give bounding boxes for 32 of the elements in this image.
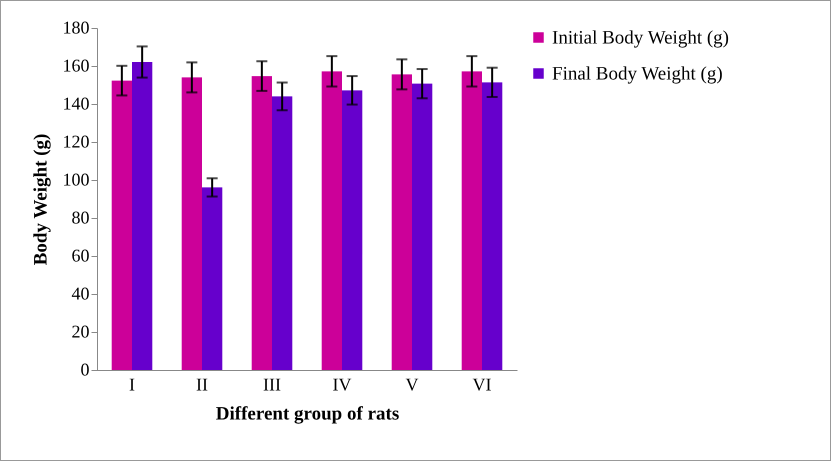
legend-label: Initial Body Weight (g) (552, 28, 730, 48)
y-tick-label: 120 (62, 132, 90, 152)
y-tick-label: 40 (72, 284, 90, 304)
bar (272, 96, 292, 370)
x-tick-label: V (406, 374, 418, 394)
y-tick-label: 80 (72, 208, 90, 228)
bar (392, 74, 412, 370)
bar (462, 71, 482, 370)
y-axis-title: Body Weight (g) (30, 134, 52, 266)
x-tick-label: II (196, 374, 208, 394)
y-tick-label: 140 (62, 94, 90, 114)
bar (182, 77, 202, 370)
x-tick-label: III (263, 374, 281, 394)
bar (482, 82, 502, 370)
bar (112, 80, 132, 370)
bar (132, 62, 152, 370)
legend-label: Final Body Weight (g) (552, 64, 723, 84)
y-tick-label: 20 (72, 322, 90, 342)
bar (202, 187, 222, 370)
bar (412, 84, 432, 370)
x-tick-label: I (129, 374, 135, 394)
y-tick-label: 160 (62, 56, 90, 76)
bar (342, 90, 362, 370)
x-tick-label: IV (332, 374, 352, 394)
bar (252, 76, 272, 370)
bar (322, 71, 342, 370)
y-tick-label: 180 (62, 18, 90, 38)
x-tick-label: VI (472, 374, 492, 394)
x-axis-title: Different group of rats (216, 404, 400, 424)
y-tick-label: 60 (72, 246, 90, 266)
y-tick-label: 0 (80, 360, 90, 380)
y-tick-label: 100 (62, 170, 90, 190)
